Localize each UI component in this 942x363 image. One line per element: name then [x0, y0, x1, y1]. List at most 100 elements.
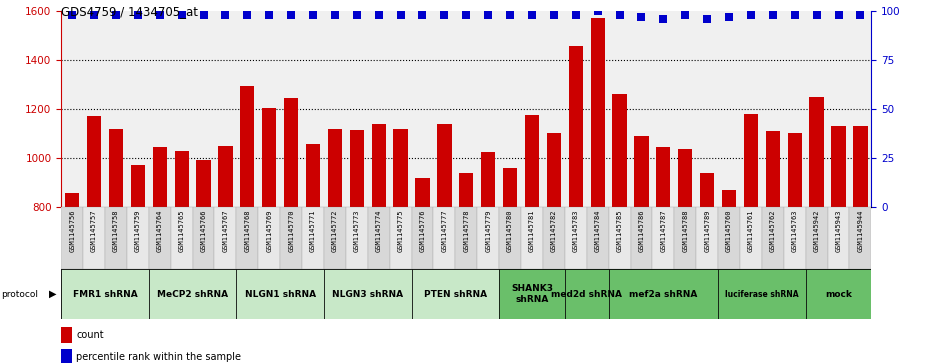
Point [634, 14, 649, 20]
Text: count: count [76, 330, 104, 340]
Bar [499, 269, 565, 319]
Bar [328, 129, 342, 363]
Bar [174, 151, 188, 363]
Point [415, 12, 430, 18]
Text: luciferase shRNA: luciferase shRNA [725, 290, 799, 298]
Bar [324, 269, 412, 319]
Bar [609, 269, 718, 319]
Text: GSM1145786: GSM1145786 [639, 209, 644, 252]
Bar [525, 115, 539, 363]
Point [656, 16, 671, 22]
Bar [105, 207, 127, 269]
Bar [149, 207, 171, 269]
Bar [832, 126, 846, 363]
Point [480, 12, 495, 18]
Point [568, 12, 583, 18]
Bar [215, 207, 236, 269]
Text: GSM1145766: GSM1145766 [201, 209, 206, 252]
Bar [788, 133, 802, 363]
Bar [569, 46, 583, 363]
Bar [433, 207, 455, 269]
Bar [478, 207, 499, 269]
Bar [412, 207, 433, 269]
Point [590, 8, 605, 14]
Bar [349, 130, 364, 363]
Bar [83, 207, 105, 269]
Bar [109, 129, 123, 363]
Text: GSM1145944: GSM1145944 [857, 209, 864, 252]
Bar [258, 207, 280, 269]
Point [853, 12, 868, 18]
Bar [546, 133, 561, 363]
Bar [65, 193, 79, 363]
Text: GSM1145768: GSM1145768 [244, 209, 251, 252]
Point [174, 12, 189, 18]
Point [284, 12, 299, 18]
Bar [565, 207, 587, 269]
Text: GSM1145787: GSM1145787 [660, 209, 666, 252]
Point [328, 12, 343, 18]
Bar [240, 86, 254, 363]
Point [809, 12, 824, 18]
Text: GSM1145773: GSM1145773 [354, 209, 360, 252]
Bar [653, 207, 674, 269]
Bar [371, 123, 386, 363]
Text: GSM1145784: GSM1145784 [594, 209, 601, 252]
Bar [762, 207, 784, 269]
Text: MeCP2 shRNA: MeCP2 shRNA [157, 290, 228, 298]
Bar [722, 190, 736, 363]
Point [87, 12, 102, 18]
Bar [809, 97, 823, 363]
Point [788, 12, 803, 18]
Point [831, 12, 846, 18]
Text: GSM1145769: GSM1145769 [267, 209, 272, 252]
Text: GSM1145778: GSM1145778 [463, 209, 469, 252]
Text: GSM1145783: GSM1145783 [573, 209, 578, 252]
Text: PTEN shRNA: PTEN shRNA [424, 290, 487, 298]
Text: GSM1145789: GSM1145789 [704, 209, 710, 252]
Bar [437, 123, 451, 363]
Text: GSM1145761: GSM1145761 [748, 209, 754, 252]
Point [612, 12, 627, 18]
Text: med2d shRNA: med2d shRNA [551, 290, 623, 298]
Bar [131, 165, 145, 363]
Bar [740, 207, 762, 269]
Bar [543, 207, 565, 269]
Point [502, 12, 517, 18]
Bar [828, 207, 850, 269]
Text: GSM1145772: GSM1145772 [332, 209, 338, 252]
Bar [503, 168, 517, 363]
Text: GSM1145779: GSM1145779 [485, 209, 491, 252]
Bar [324, 207, 346, 269]
Text: SHANK3
shRNA: SHANK3 shRNA [511, 284, 553, 304]
Text: GSM1145775: GSM1145775 [398, 209, 403, 252]
Text: GSM1145782: GSM1145782 [551, 209, 557, 252]
Point [722, 14, 737, 20]
Text: GSM1145771: GSM1145771 [310, 209, 316, 252]
Text: protocol: protocol [1, 290, 38, 298]
Bar [678, 149, 692, 363]
Point [349, 12, 365, 18]
Text: ▶: ▶ [49, 289, 57, 299]
Bar [499, 207, 521, 269]
Text: GSM1145763: GSM1145763 [791, 209, 798, 252]
Point [240, 12, 255, 18]
Point [393, 12, 408, 18]
Text: NLGN3 shRNA: NLGN3 shRNA [333, 290, 403, 298]
Bar [394, 129, 408, 363]
Bar [346, 207, 367, 269]
Bar [850, 207, 871, 269]
Bar [630, 207, 653, 269]
Text: GSM1145943: GSM1145943 [836, 209, 841, 252]
Point [218, 12, 233, 18]
Point [130, 12, 145, 18]
Bar [459, 172, 474, 363]
Bar [412, 269, 499, 319]
Bar [153, 147, 167, 363]
Text: GSM1145942: GSM1145942 [814, 209, 820, 252]
Point [677, 12, 692, 18]
Text: NLGN1 shRNA: NLGN1 shRNA [245, 290, 316, 298]
Text: GSM1145764: GSM1145764 [156, 209, 163, 252]
Bar [87, 116, 101, 363]
Bar [192, 207, 215, 269]
